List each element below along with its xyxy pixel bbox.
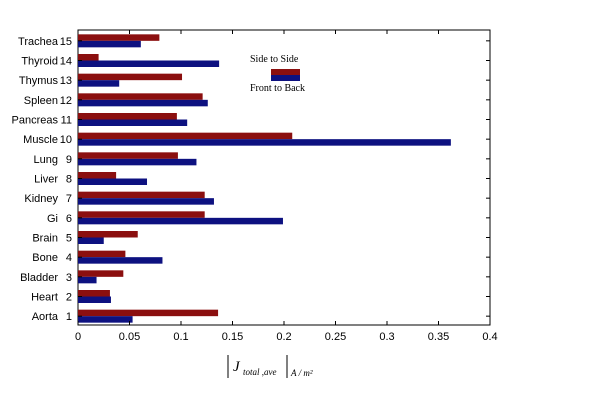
x-axis-label: J total ,ave A / m² (227, 355, 313, 378)
bar-side-to-side-brain (78, 231, 138, 238)
x-axis-label-symbol: J (233, 359, 241, 375)
legend-label-front-to-back: Front to Back (250, 83, 305, 94)
x-tick-label: 0.05 (119, 331, 140, 343)
y-tick-label: Spleen (24, 95, 58, 107)
bar-front-to-back-thymus (78, 80, 120, 87)
x-tick-label: 0.25 (325, 331, 346, 343)
legend: Side to Side Front to Back (250, 54, 305, 94)
bar-side-to-side-pancreas (78, 113, 177, 120)
y-tick-index: 6 (66, 213, 72, 225)
x-axis-label-unit: A / m² (290, 368, 313, 378)
y-tick-label: Bladder (20, 272, 58, 284)
bar-side-to-side-trachea (78, 34, 160, 41)
bar-front-to-back-bone (78, 257, 163, 264)
bar-front-to-back-thyroid (78, 60, 220, 67)
bar-side-to-side-bone (78, 250, 126, 258)
y-tick-label: Liver (34, 174, 58, 186)
legend-swatch-side-to-side (271, 69, 300, 75)
y-tick-index: 11 (61, 115, 72, 127)
y-tick-label: Lung (34, 154, 58, 166)
y-tick-index: 13 (60, 75, 72, 87)
bar-front-to-back-spleen (78, 99, 208, 107)
y-tick-index: 2 (66, 292, 72, 304)
y-tick-index: 8 (66, 174, 72, 186)
bar-side-to-side-kidney (78, 191, 205, 199)
x-tick-label: 0 (75, 331, 81, 343)
bar-side-to-side-muscle (78, 132, 293, 140)
bar-front-to-back-liver (78, 178, 148, 185)
bar-side-to-side-bladder (78, 270, 124, 277)
y-tick-label: Heart (31, 292, 58, 304)
y-tick-index: 5 (66, 233, 72, 245)
bar-front-to-back-heart (78, 296, 111, 303)
bar-side-to-side-thyroid (78, 54, 99, 61)
bar-side-to-side-liver (78, 172, 117, 179)
legend-swatch-front-to-back (271, 75, 300, 81)
y-tick-label: Trachea (18, 36, 59, 48)
y-tick-label: Gi (47, 213, 58, 225)
x-axis-label-subscript: total ,ave (243, 367, 277, 377)
y-tick-label: Bone (32, 252, 58, 264)
bar-front-to-back-brain (78, 237, 104, 244)
y-tick-index: 3 (66, 272, 72, 284)
y-tick-label: Pancreas (12, 115, 59, 127)
bar-side-to-side-thymus (78, 73, 183, 81)
y-tick-index: 10 (60, 134, 72, 146)
bar-front-to-back-aorta (78, 316, 133, 323)
x-tick-label: 0.35 (428, 331, 449, 343)
x-tick-label: 0.15 (222, 331, 243, 343)
y-tick-index: 4 (66, 252, 72, 264)
bar-front-to-back-gi (78, 217, 283, 225)
bar-front-to-back-pancreas (78, 119, 188, 126)
legend-label-side-to-side: Side to Side (250, 54, 299, 65)
y-tick-index: 14 (60, 56, 72, 68)
bar-front-to-back-trachea (78, 40, 141, 48)
bar-front-to-back-lung (78, 158, 197, 166)
bars-group (78, 34, 451, 323)
bar-side-to-side-gi (78, 211, 205, 218)
bar-side-to-side-spleen (78, 93, 203, 100)
x-tick-label: 0.2 (276, 331, 291, 343)
y-tick-index: 9 (66, 154, 72, 166)
bar-front-to-back-kidney (78, 198, 214, 205)
bar-side-to-side-lung (78, 152, 178, 159)
y-tick-label: Brain (32, 233, 58, 245)
bar-front-to-back-bladder (78, 276, 97, 284)
y-axis-ticks: 1 Aorta 2 Heart 3 Bladder 4 Bone 5 Brain 6 Gi 7 Kidne… (12, 36, 490, 323)
y-tick-label: Muscle (23, 134, 58, 146)
y-tick-index: 15 (60, 36, 72, 48)
bar-front-to-back-muscle (78, 139, 451, 146)
bar-side-to-side-heart (78, 290, 110, 297)
y-tick-label: Aorta (32, 311, 59, 323)
y-tick-index: 7 (66, 193, 72, 205)
x-tick-label: 0.1 (173, 331, 188, 343)
x-tick-label: 0.3 (379, 331, 394, 343)
y-tick-index: 1 (66, 311, 72, 323)
y-tick-label: Thymus (19, 75, 59, 87)
x-tick-label: 0.4 (482, 331, 497, 343)
y-tick-label: Thyroid (21, 56, 58, 68)
x-axis-ticks: 0 0.05 0.1 0.15 0.2 0.25 0.3 0.35 0.4 (75, 30, 498, 343)
y-tick-index: 12 (60, 95, 72, 107)
bar-side-to-side-aorta (78, 309, 219, 317)
y-tick-label: Kidney (24, 193, 58, 205)
